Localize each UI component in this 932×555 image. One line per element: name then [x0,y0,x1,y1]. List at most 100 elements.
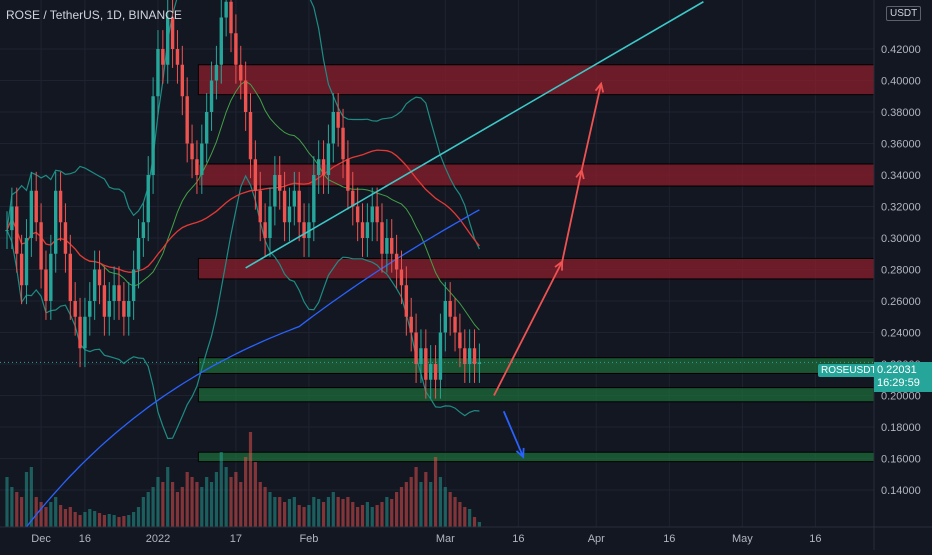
volume-bar [180,487,184,527]
volume-bar [107,514,111,527]
candle-body [5,230,9,232]
candle-body [83,316,87,349]
x-tick-label: May [732,533,753,545]
candle-body [477,362,482,364]
candle-body [360,222,365,238]
x-tick-label: 2022 [146,533,170,545]
volume-bar [356,507,360,527]
volume-bar [161,482,165,527]
candle-body [239,64,243,81]
volume-bar [224,467,228,527]
x-tick-label: 17 [230,533,242,545]
volume-bar [477,522,481,527]
volume-bar [49,502,53,527]
candle-body [375,206,379,223]
candle-body [204,112,209,144]
candle-body [78,316,82,349]
candle-body [73,301,77,317]
candle-body [321,159,326,175]
volume-bar [195,482,199,527]
volume-bar [346,497,350,527]
candle-body [297,190,301,223]
volume-bar [122,516,126,527]
volume-bar [151,487,155,527]
candle-body [112,285,116,301]
candle-body [102,285,107,317]
candle-body [97,269,102,286]
volume-bar [448,492,452,527]
volume-bar [263,487,267,527]
candle-body [219,17,223,65]
volume-bar [132,512,136,527]
y-tick-label: 0.26000 [881,296,921,308]
y-tick-label: 0.36000 [881,139,921,151]
y-tick-label: 0.18000 [881,422,921,434]
candle-body [390,238,394,254]
volume-bar [360,505,365,527]
volume-bar [453,497,457,527]
candle-body [248,112,253,160]
candle-body [10,206,14,231]
volume-bar [458,502,462,527]
volume-bar [433,457,438,527]
volume-bar [229,477,233,527]
volume-bar [409,477,413,527]
volume-bar [390,499,394,527]
candle-body [394,253,399,270]
candle-body [443,301,447,333]
volume-bar [239,482,243,527]
volume-bar [112,515,116,527]
y-tick-label: 0.30000 [881,233,921,245]
candle-body [414,332,418,364]
candle-body [229,1,233,34]
volume-bar [370,507,374,527]
resistance-zone [197,64,875,96]
candle-body [29,190,34,238]
candle-body [302,222,306,238]
volume-bar [200,487,204,527]
candle-body [355,206,360,223]
volume-bar [424,472,428,527]
x-tick-label: Apr [588,533,605,545]
candle-body [273,175,277,207]
volume-bar [468,509,472,527]
volume-bar [97,513,102,527]
candle-body [278,175,282,191]
volume-bar [351,502,355,527]
volume-bar [15,492,19,527]
volume-bar [438,477,443,527]
candle-body [292,190,297,207]
candle-body [185,96,189,144]
candle-body [209,80,214,112]
volume-bar [463,507,467,527]
x-tick-label: Feb [299,533,318,545]
candle-body [200,143,204,175]
volume-bar [365,502,369,527]
volume-bar [234,472,238,527]
candle-body [253,159,258,191]
volume-bar [253,462,257,527]
candle-body [234,33,238,65]
candle-body [385,238,389,254]
volume-bar [292,497,296,527]
candle-body [44,269,48,301]
volume-bar [141,497,145,527]
candle-body [453,316,457,333]
projection-arrow-up [580,83,603,171]
bollinger-upper [6,0,480,250]
x-tick-label: 16 [663,533,675,545]
support-zone [197,451,875,463]
y-tick-label: 0.42000 [881,44,921,56]
currency-label[interactable]: USDT [886,6,922,21]
volume-bar [317,499,321,527]
volume-bar [205,477,209,527]
volume-bar [321,502,326,527]
y-tick-label: 0.34000 [881,170,921,182]
candle-body [15,206,19,254]
x-tick-label: 16 [79,533,91,545]
x-tick-label: 16 [512,533,524,545]
price-axis [874,0,932,550]
candle-body [54,190,58,254]
